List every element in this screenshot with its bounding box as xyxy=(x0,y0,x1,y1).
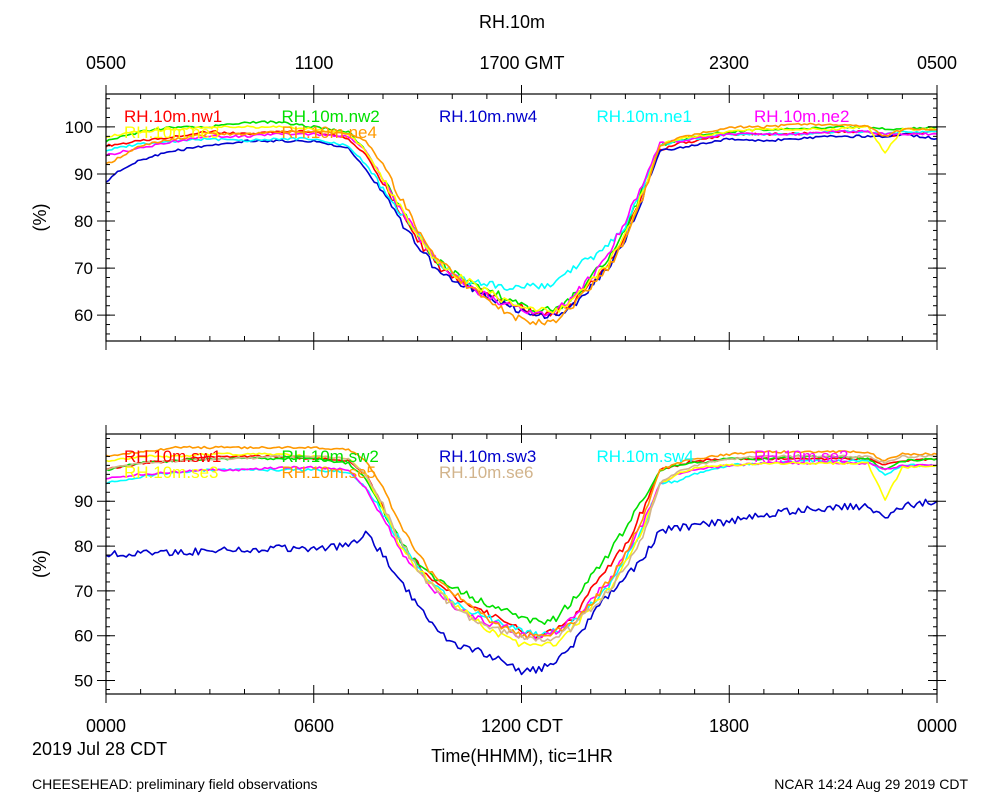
legend-label: RH.10m.sw3 xyxy=(439,447,536,466)
footer-right: NCAR 14:24 Aug 29 2019 CDT xyxy=(774,776,968,792)
y-tick-label: 80 xyxy=(74,537,93,556)
top-axis-label: 1700 GMT xyxy=(479,53,565,73)
y-tick-label: 60 xyxy=(74,306,93,325)
footer-left: CHEESEHEAD: preliminary field observatio… xyxy=(32,776,318,792)
legend-label: RH.10m.ne3 xyxy=(124,123,219,142)
legend-label: RH.10m.se6 xyxy=(439,463,533,482)
y-tick-label: 70 xyxy=(74,259,93,278)
bottom-axis-label: 0000 xyxy=(85,716,127,736)
series-line-RH.10m.sw3 xyxy=(106,498,937,676)
series-line-RH.10m.ne4 xyxy=(106,122,937,326)
series-line-RH.10m.se3 xyxy=(106,452,937,648)
legend-label: RH.10m.sw1 xyxy=(124,447,221,466)
series-line-RH.10m.se2 xyxy=(106,461,937,641)
series-line-RH.10m.nw2 xyxy=(106,120,937,314)
bottom-axis-label: 0000 xyxy=(916,716,958,736)
top-axis-label: 0500 xyxy=(916,53,958,73)
y-tick-label: 100 xyxy=(65,118,93,137)
bottom-axis-label: 1200 CDT xyxy=(480,716,564,736)
top-axis-label: 1100 xyxy=(294,53,334,73)
series-group xyxy=(106,445,937,676)
x-axis-title: Time(HHMM), tic=1HR xyxy=(431,746,613,766)
legend-label: RH.10m.nw2 xyxy=(282,107,380,126)
y-tick-label: 70 xyxy=(74,582,93,601)
legend-label: RH.10m.se5 xyxy=(282,463,376,482)
series-line-RH.10m.sw1 xyxy=(106,454,937,639)
legend-label: RH.10m.sw4 xyxy=(597,447,694,466)
y-tick-label: 80 xyxy=(74,212,93,231)
date-label: 2019 Jul 28 CDT xyxy=(32,739,168,759)
y-tick-label: 90 xyxy=(74,492,93,511)
legend-label: RH.10m.se2 xyxy=(754,447,848,466)
legend-label: RH.10m.ne1 xyxy=(597,107,692,126)
legend-label: RH.10m.ne2 xyxy=(754,107,849,126)
legend-label: RH.10m.se3 xyxy=(124,463,218,482)
series-line-RH.10m.se5 xyxy=(106,445,937,640)
legend-label: RH.10m.nw1 xyxy=(124,107,222,126)
y-axis-label: (%) xyxy=(30,204,50,232)
y-axis-label: (%) xyxy=(30,550,50,578)
series-line-RH.10m.sw4 xyxy=(106,458,937,639)
series-line-RH.10m.nw4 xyxy=(106,133,937,320)
y-tick-label: 90 xyxy=(74,165,93,184)
top-axis-label: 0500 xyxy=(85,53,127,73)
bottom-axis-label: 0600 xyxy=(293,716,335,736)
y-tick-label: 50 xyxy=(74,672,93,691)
bottom-axis-label: 1800 xyxy=(708,716,750,736)
legend-label: RH.10m.nw4 xyxy=(439,107,537,126)
series-line-RH.10m.ne3 xyxy=(106,125,937,314)
series-line-RH.10m.ne1 xyxy=(106,129,937,292)
top-axis-label: 2300 xyxy=(708,53,750,73)
series-line-RH.10m.se6 xyxy=(106,454,937,643)
legend-label: RH.10m.ne4 xyxy=(282,123,377,142)
legend-label: RH.10m.sw2 xyxy=(282,447,379,466)
series-group xyxy=(106,120,937,326)
chart-title: RH.10m xyxy=(478,12,545,32)
y-tick-label: 60 xyxy=(74,627,93,646)
